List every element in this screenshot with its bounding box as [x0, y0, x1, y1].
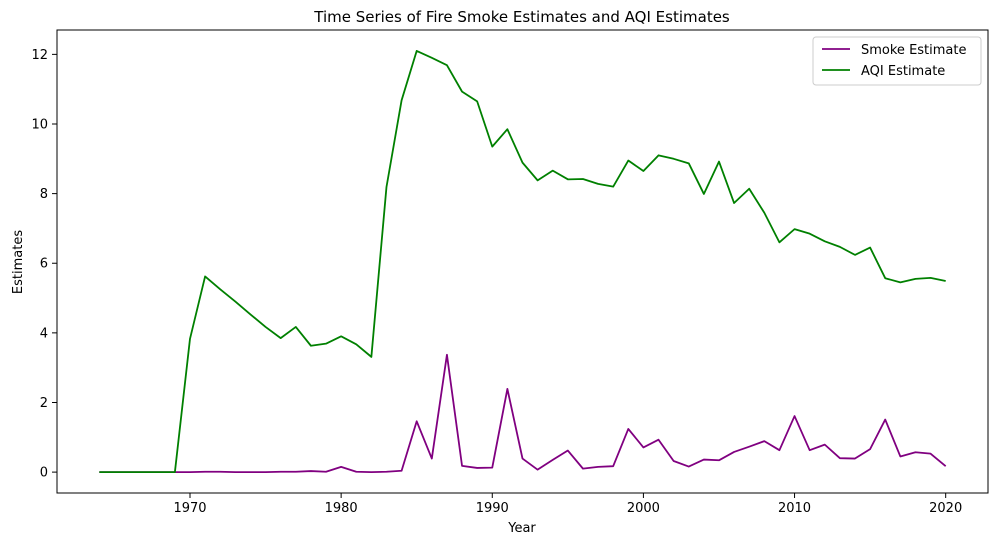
y-tick-label: 6 — [40, 257, 48, 272]
plot-area — [99, 49, 947, 474]
axes-frame — [56, 29, 989, 494]
y-axis: 0 2 4 6 8 10 12 — [31, 48, 57, 481]
x-axis-label: Year — [507, 521, 536, 536]
x-tick-label: 1990 — [476, 501, 509, 516]
chart-title: Time Series of Fire Smoke Estimates and … — [313, 8, 730, 26]
smoke-estimate-line — [99, 353, 947, 474]
legend-label-aqi: AQI Estimate — [861, 64, 945, 79]
y-tick-label: 10 — [31, 117, 48, 132]
y-tick-label: 12 — [31, 48, 48, 63]
x-tick-label: 2000 — [627, 501, 660, 516]
x-tick-label: 1970 — [173, 501, 206, 516]
legend-frame — [812, 36, 982, 86]
y-tick-label: 4 — [40, 326, 48, 341]
y-tick-label: 8 — [40, 187, 48, 202]
x-tick-label: 2020 — [929, 501, 962, 516]
y-axis-label: Estimates — [11, 230, 26, 294]
y-tick-label: 2 — [40, 396, 48, 411]
x-tick-label: 1980 — [325, 501, 358, 516]
legend: Smoke Estimate AQI Estimate — [812, 36, 982, 86]
x-tick-label: 2010 — [778, 501, 811, 516]
x-axis: 1970 1980 1990 2000 2010 2020 — [173, 493, 962, 516]
aqi-estimate-line — [99, 49, 946, 474]
legend-label-smoke: Smoke Estimate — [861, 43, 967, 58]
y-tick-label: 0 — [40, 466, 48, 481]
